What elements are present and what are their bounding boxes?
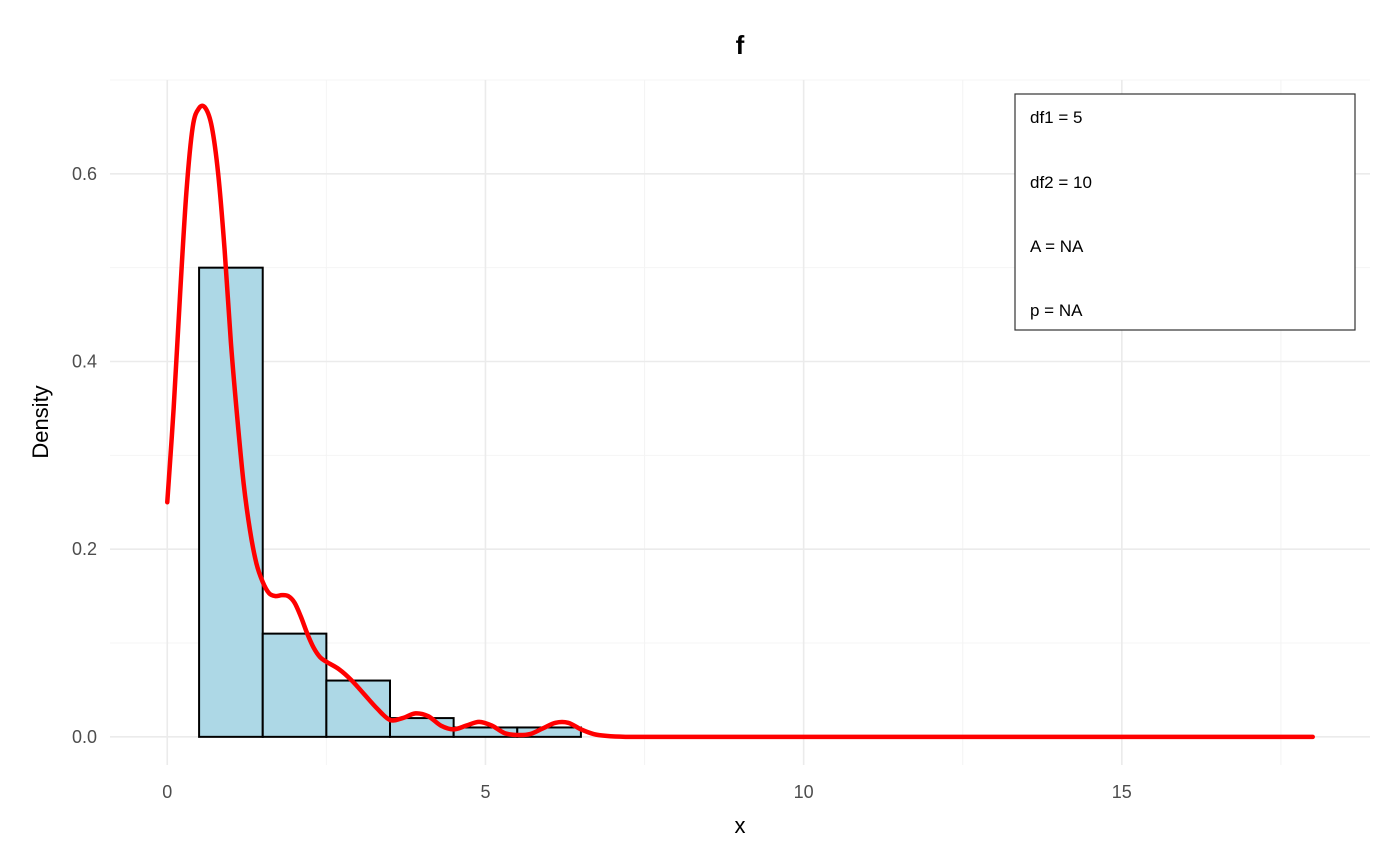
annotation-a: A = NA [1030, 237, 1084, 256]
tick-labels: 0 5 10 15 0.0 0.2 0.4 0.6 [72, 164, 1132, 802]
y-axis-label: Density [28, 385, 53, 458]
y-tick-label: 0.0 [72, 727, 97, 747]
histogram-bar [198, 266, 264, 738]
annotation-df1: df1 = 5 [1030, 108, 1082, 127]
histogram-bars [198, 266, 582, 738]
histogram-bar [261, 632, 328, 738]
x-tick-label: 5 [480, 782, 490, 802]
density-curve [165, 103, 1315, 740]
chart-title: f [736, 30, 745, 60]
y-tick-label: 0.4 [72, 352, 97, 372]
y-tick-label: 0.6 [72, 164, 97, 184]
x-tick-label: 15 [1112, 782, 1132, 802]
annotation-p: p = NA [1030, 301, 1083, 320]
x-axis-label: x [735, 813, 746, 838]
annotation-box: df1 = 5 df2 = 10 A = NA p = NA [1014, 93, 1356, 331]
annotation-box-frame [1014, 93, 1356, 331]
density-curve-layer [165, 103, 1315, 740]
annotation-df2: df2 = 10 [1030, 173, 1092, 192]
x-tick-label: 10 [794, 782, 814, 802]
y-tick-label: 0.2 [72, 539, 97, 559]
x-tick-label: 0 [162, 782, 172, 802]
